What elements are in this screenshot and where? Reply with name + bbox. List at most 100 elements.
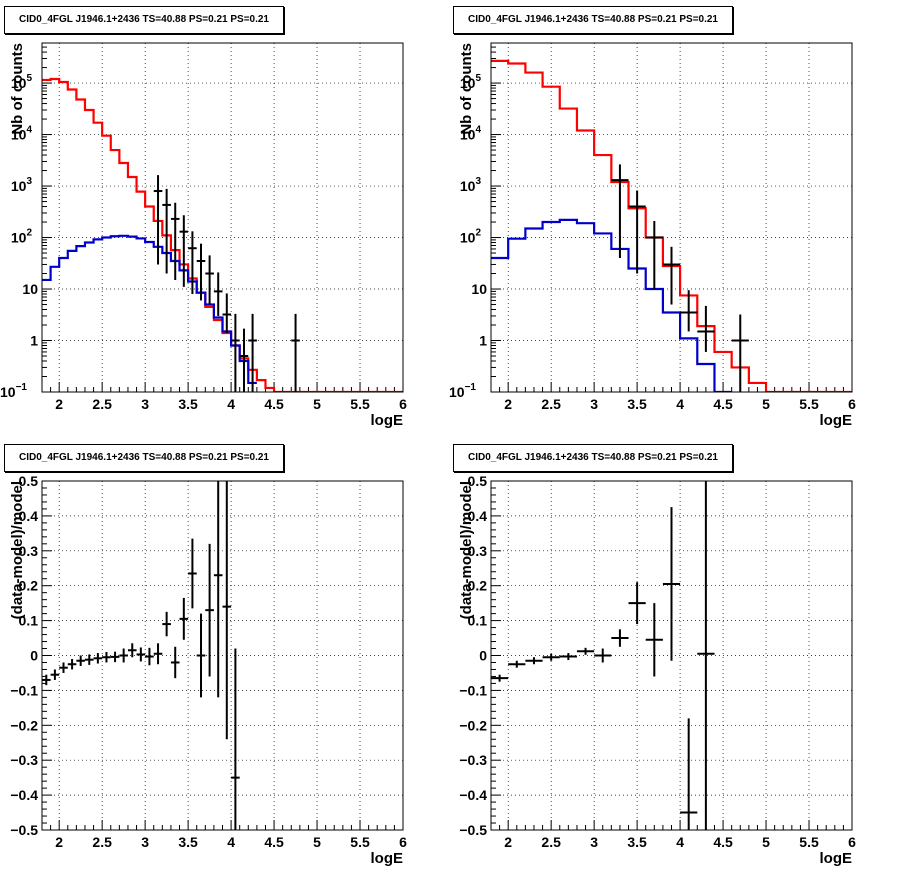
pad-bottom-left: 2 2.5 3 3.5 4 4.5 5 5.5 6 −0.5 −0.4 −0.3 −0.2 −0.1 0 0.… (0, 438, 449, 875)
x-tick-label: 2.5 (541, 396, 561, 412)
x-axis-label: logE (820, 850, 853, 867)
data-point (119, 648, 128, 663)
data-point (179, 215, 189, 287)
data-point (222, 481, 232, 740)
x-tick-label: 4 (227, 834, 235, 850)
data-point (196, 613, 206, 698)
data-point (162, 611, 171, 637)
y-tick-label: 10 (471, 281, 487, 297)
x-tick-label: 4 (676, 396, 684, 412)
y-tick-label: 0.2 (468, 578, 488, 594)
x-tick-label: 4 (676, 834, 684, 850)
x-tick-label: 3.5 (178, 834, 198, 850)
data-point (248, 313, 257, 392)
y-tick-label: 104 (11, 125, 33, 143)
x-tick-label: 3.5 (627, 834, 647, 850)
y-tick-label: 104 (460, 125, 482, 143)
ticks (490, 42, 853, 393)
data-point (76, 655, 85, 666)
data-point (628, 190, 646, 274)
x-tick-label: 5.5 (799, 396, 819, 412)
x-tick-label: 2 (55, 834, 63, 850)
plot-title: CID0_4FGL J1946.1+2436 TS=40.88 PS=0.21 … (4, 444, 284, 472)
x-tick-label: 2 (504, 834, 512, 850)
data-point (213, 272, 223, 316)
y-tick-label: −0.2 (459, 717, 487, 733)
y-tick-label: −0.1 (459, 682, 487, 698)
y-axis-label: (data-model)/model (9, 481, 26, 619)
y-tick-label: 10−1 (449, 382, 476, 400)
x-tick-label: 3 (141, 834, 149, 850)
y-tick-label: −0.4 (459, 787, 487, 803)
y-tick-label: 0.3 (468, 543, 488, 559)
model-source-histogram (42, 234, 257, 385)
pad-top-left: 2 2.5 3 3.5 4 4.5 5 5.5 6 10−1 1 10 102 103 104 105 logE… (0, 0, 449, 437)
data-point (170, 646, 180, 679)
pad-top-right: 2 2.5 3 3.5 4 4.5 5 5.5 6 10−1 1 10 102 103 104 105 logE… (449, 0, 898, 437)
model-total-histogram (42, 77, 403, 392)
y-tick-label: 0.4 (19, 508, 39, 524)
data-point (576, 647, 595, 655)
grid (42, 43, 403, 392)
x-tick-label: 2.5 (541, 834, 561, 850)
y-tick-label: 1 (479, 333, 487, 349)
plot-area (42, 77, 403, 392)
data-point (205, 255, 214, 305)
data-point (196, 243, 206, 301)
model-source-histogram (491, 218, 732, 392)
data-point (559, 653, 577, 661)
data-point (680, 718, 698, 830)
data-point (231, 648, 240, 830)
x-tick-label: 5.5 (350, 834, 370, 850)
plot-frame (490, 480, 853, 831)
x-tick-label: 4.5 (264, 396, 284, 412)
x-tick-label: 4.5 (264, 834, 284, 850)
x-tick-label: 2 (504, 396, 512, 412)
x-tick-label: 5 (762, 396, 770, 412)
y-tick-label: 10 (22, 281, 38, 297)
data-point (213, 481, 223, 698)
y-tick-label: −0.3 (10, 752, 38, 768)
y-tick-label: 0.4 (468, 508, 488, 524)
y-tick-label: 105 (460, 73, 482, 91)
x-tick-label: 6 (399, 396, 407, 412)
data-point (102, 652, 111, 663)
y-tick-label: −0.5 (10, 822, 38, 838)
y-axis-label: Nb of counts (458, 43, 475, 135)
x-tick-label: 5 (313, 834, 321, 850)
y-tick-label: 0.5 (19, 473, 39, 489)
x-tick-label: 6 (848, 834, 856, 850)
plot-title: CID0_4FGL J1946.1+2436 TS=40.88 PS=0.21 … (453, 444, 733, 472)
residual-plot: 2 2.5 3 3.5 4 4.5 5 5.5 6 −0.5 −0.4 −0.3 −0.2 −0.1 0 0.… (458, 473, 856, 867)
y-tick-label: 105 (11, 73, 33, 91)
data-point (179, 597, 189, 640)
data-point (162, 188, 171, 274)
data-point (145, 647, 154, 666)
model-total-histogram (491, 59, 852, 392)
x-axis-label: logE (820, 412, 853, 429)
data-point (231, 313, 240, 392)
data-point (508, 660, 526, 668)
y-tick-label: 103 (11, 176, 33, 194)
counts-plot: 2 2.5 3 3.5 4 4.5 5 5.5 6 10−1 1 10 102 103 104 105 logE… (449, 42, 856, 429)
data-point (542, 653, 560, 661)
data-point (153, 643, 163, 665)
data-point (611, 629, 629, 647)
y-tick-label: 0.2 (19, 578, 39, 594)
data-point (697, 305, 715, 352)
y-axis-label: Nb of counts (9, 43, 26, 135)
y-tick-label: 0 (479, 648, 487, 664)
data-point (93, 653, 103, 664)
x-axis-label: logE (371, 850, 404, 867)
y-tick-label: 0.1 (468, 613, 488, 629)
data-point (170, 202, 180, 280)
data-point (594, 648, 612, 663)
x-tick-label: 2 (55, 396, 63, 412)
x-axis-label: logE (371, 412, 404, 429)
y-tick-label: −0.3 (459, 752, 487, 768)
data-point (731, 314, 749, 392)
data-point (42, 674, 51, 686)
x-tick-label: 3.5 (627, 396, 647, 412)
grid (42, 481, 403, 830)
data-point (645, 220, 663, 290)
